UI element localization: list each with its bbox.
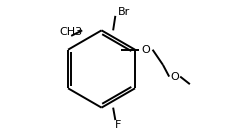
Text: CH3: CH3 xyxy=(60,27,82,37)
Text: Br: Br xyxy=(118,7,130,17)
Text: F: F xyxy=(115,120,122,130)
Text: O: O xyxy=(170,72,179,82)
Text: O: O xyxy=(141,45,150,55)
